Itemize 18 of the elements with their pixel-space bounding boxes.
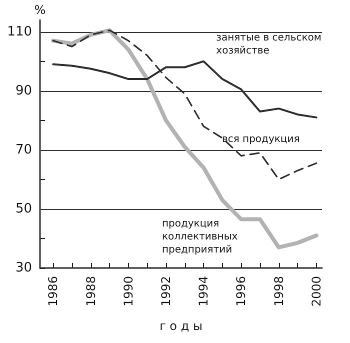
x-tick-label: 2000 xyxy=(309,276,324,307)
series-label: продукция коллективных предприятий xyxy=(162,218,238,256)
series-label: занятые в сельском хозяйстве xyxy=(216,32,322,56)
x-tick-label: 1994 xyxy=(196,276,211,307)
x-tick-label: 1986 xyxy=(46,276,60,307)
series-label: вся продукция xyxy=(222,134,300,145)
x-tick-label: 1992 xyxy=(158,276,173,307)
x-tick-label: 1988 xyxy=(84,276,98,307)
y-tick-label: 30 xyxy=(15,260,32,276)
y-axis-title: % xyxy=(34,3,46,17)
x-tick-label: 1996 xyxy=(234,276,248,307)
y-tick-label: 110 xyxy=(7,24,32,40)
x-tick-label: 1990 xyxy=(121,276,136,307)
y-tick-label: 50 xyxy=(15,201,32,216)
x-tick-label: 1998 xyxy=(272,276,286,307)
x-axis-title: г о д ы xyxy=(160,319,202,333)
y-tick-label: 90 xyxy=(15,83,32,98)
y-tick-label: 70 xyxy=(15,142,32,158)
